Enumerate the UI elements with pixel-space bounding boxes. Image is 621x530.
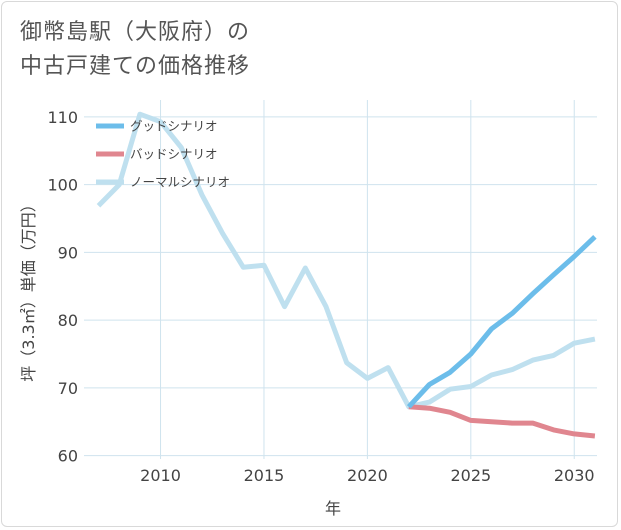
y-tick-80: 80: [58, 311, 78, 330]
y-tick-100: 100: [47, 176, 78, 195]
series-line-2: [96, 111, 596, 410]
x-tick-2020: 2020: [347, 466, 388, 485]
title-line-2: 中古戸建ての価格推移: [20, 54, 251, 79]
x-axis-title: 年: [325, 499, 341, 518]
y-tick-110: 110: [47, 108, 78, 127]
title-line-1: 御幣島駅（大阪府）の: [20, 20, 251, 45]
legend-label-0: グッドシナリオ: [130, 119, 218, 134]
x-tick-2015: 2015: [244, 466, 285, 485]
legend-label-1: バッドシナリオ: [130, 147, 218, 162]
x-tick-2025: 2025: [450, 466, 491, 485]
x-tick-2010: 2010: [140, 466, 181, 485]
y-tick-90: 90: [58, 243, 78, 262]
y-tick-60: 60: [58, 447, 78, 466]
series-group: [96, 111, 597, 439]
legend-label-2: ノーマルシナリオ: [130, 175, 230, 190]
y-axis-title: 坪（3.3㎡）単価（万円）: [19, 196, 38, 381]
series-line-0: [406, 234, 597, 409]
series-line-1: [408, 404, 596, 439]
y-tick-labels: 60 70 80 90 100 110: [47, 108, 78, 466]
x-tick-2030: 2030: [554, 466, 595, 485]
x-tick-labels: 2010 2015 2020 2025 2030: [140, 466, 594, 485]
grid: [84, 100, 597, 459]
chart-title: 御幣島駅（大阪府）の 中古戸建ての価格推移: [20, 16, 250, 84]
y-tick-70: 70: [58, 379, 78, 398]
